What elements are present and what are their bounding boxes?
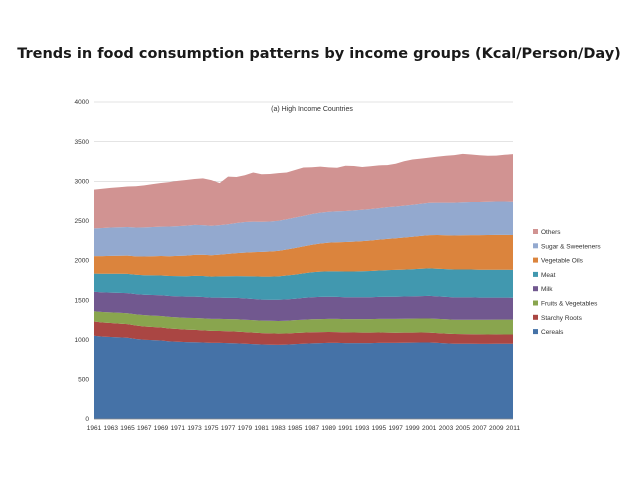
x-tick-label: 1999 xyxy=(405,425,420,432)
x-tick-label: 1993 xyxy=(355,425,370,432)
x-tick-label: 1975 xyxy=(204,425,219,432)
area-fruits-vegetables xyxy=(94,311,513,335)
x-tick-label: 1969 xyxy=(154,425,169,432)
x-tick-label: 2003 xyxy=(439,425,454,432)
y-tick-label: 1000 xyxy=(75,337,90,344)
y-tick-label: 1500 xyxy=(75,297,90,304)
x-tick-label: 1965 xyxy=(120,425,135,432)
x-tick-label: 1977 xyxy=(221,425,236,432)
axes: 0 500 1000 1500 2000 2500 3000 3500 4000 1961 1963… xyxy=(75,99,521,432)
x-tick-label: 1979 xyxy=(238,425,253,432)
legend-label: Cereals xyxy=(541,329,564,336)
legend-swatch xyxy=(533,314,538,320)
chart-subtitle: (a) High Income Countries xyxy=(271,106,353,113)
legend-swatch xyxy=(533,243,538,249)
legend: Others Sugar & Sweeteners Vegetable Oils Me… xyxy=(533,229,601,336)
legend-label: Meat xyxy=(541,272,556,279)
legend-label: Starchy Roots xyxy=(541,315,583,322)
x-tick-label: 2007 xyxy=(472,425,487,432)
legend-swatch xyxy=(533,229,538,234)
legend-label: Others xyxy=(541,229,561,236)
x-tick-label: 2005 xyxy=(455,425,470,432)
area-others xyxy=(94,153,513,229)
legend-label: Sugar & Sweeteners xyxy=(541,243,601,250)
legend-label: Fruits & Vegetables xyxy=(541,301,598,308)
y-tick-label: 3500 xyxy=(75,139,90,146)
x-tick-label: 2011 xyxy=(506,425,520,432)
y-tick-label: 2000 xyxy=(75,258,90,265)
area-vegetable-oils xyxy=(94,234,513,277)
area-sugar-sweeteners xyxy=(94,201,513,257)
x-tick-label: 1963 xyxy=(104,425,119,432)
x-tick-label: 1967 xyxy=(137,425,152,432)
x-tick-label: 2009 xyxy=(489,425,504,432)
y-tick-label: 3000 xyxy=(75,178,90,185)
y-tick-label: 0 xyxy=(85,416,89,423)
x-tick-label: 1991 xyxy=(338,425,353,432)
x-tick-label: 1981 xyxy=(254,425,269,432)
y-tick-label: 4000 xyxy=(75,99,90,106)
y-tick-label: 500 xyxy=(78,377,89,384)
area-meat xyxy=(94,268,513,300)
legend-swatch xyxy=(533,271,538,277)
x-tick-label: 1997 xyxy=(388,425,403,432)
x-tick-label: 1971 xyxy=(171,425,186,432)
area-cereals xyxy=(94,335,513,419)
legend-swatch xyxy=(533,286,538,292)
legend-swatch xyxy=(533,329,538,335)
chart-title: Trends in food consumption patterns by i… xyxy=(17,46,621,62)
x-tick-label: 2001 xyxy=(422,425,437,432)
x-tick-label: 1973 xyxy=(187,425,202,432)
legend-swatch xyxy=(533,257,538,263)
x-tick-label: 1983 xyxy=(271,425,286,432)
area-milk xyxy=(94,291,513,321)
x-tick-label: 1989 xyxy=(321,425,336,432)
x-tick-label: 1961 xyxy=(87,425,102,432)
area-starchy-roots xyxy=(94,321,513,345)
x-tick-label: 1985 xyxy=(288,425,303,432)
y-tick-label: 2500 xyxy=(75,218,90,225)
legend-label: Milk xyxy=(541,286,553,293)
legend-swatch xyxy=(533,300,538,306)
x-tick-label: 1995 xyxy=(372,425,387,432)
series-areas xyxy=(94,153,513,419)
x-tick-label: 1987 xyxy=(305,425,320,432)
legend-label: Vegetable Oils xyxy=(541,258,584,265)
